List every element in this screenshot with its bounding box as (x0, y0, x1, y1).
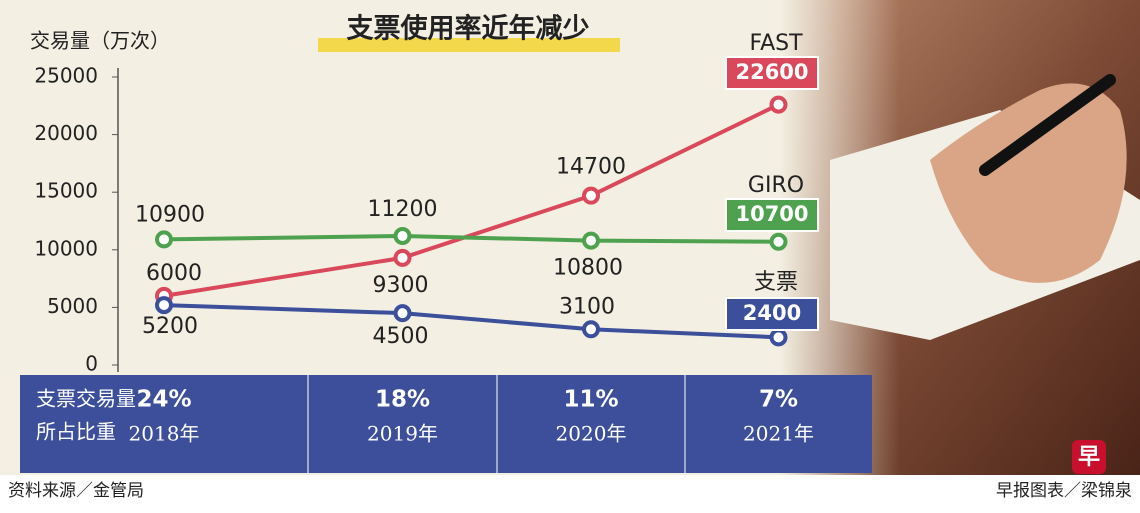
share-label: 所占比重 (36, 420, 116, 444)
y-tick-label: 5000 (47, 294, 98, 318)
point (393, 248, 412, 267)
share-value: 24% (136, 387, 191, 413)
data-label: 14700 (556, 155, 626, 180)
point (393, 304, 412, 323)
data-label: 2400 (743, 301, 801, 325)
credit: 早报图表／梁锦泉 (996, 481, 1132, 501)
data-label: 3100 (559, 294, 615, 319)
point (769, 328, 788, 347)
x-tick-label: 2019年 (367, 422, 438, 446)
series-line (163, 233, 779, 244)
series-line (163, 303, 779, 340)
point (393, 226, 412, 245)
legend-label: FAST (749, 31, 803, 56)
data-label: 22600 (735, 60, 808, 84)
source: 资料来源／金管局 (8, 481, 144, 501)
point (582, 231, 600, 250)
y-tick-label: 0 (85, 352, 98, 376)
point (769, 95, 788, 114)
data-label: 9300 (373, 273, 429, 298)
y-tick-label: 25000 (34, 64, 98, 88)
legend-label: 支票 (754, 270, 798, 295)
series-line (163, 102, 780, 298)
x-tick-label: 2021年 (743, 422, 814, 446)
y-tick-label: 15000 (34, 179, 98, 203)
logo-bg (1072, 440, 1106, 474)
chart-title: 支票使用率近年减少 (347, 13, 590, 45)
data-label: 5200 (142, 314, 198, 339)
pen (979, 74, 1116, 176)
share-value: 11% (563, 387, 618, 413)
point (769, 232, 788, 251)
y-tick-label: 10000 (34, 236, 98, 260)
share-table (20, 375, 872, 473)
data-label: 6000 (146, 261, 202, 286)
point (155, 230, 173, 249)
data-label: 10700 (735, 202, 808, 226)
value-box (725, 198, 819, 232)
data-label: 11200 (368, 197, 438, 222)
x-tick-label: 2020年 (556, 422, 627, 446)
data-label: 4500 (373, 324, 429, 349)
y-axis-label: 交易量（万次） (30, 29, 170, 53)
hand (930, 83, 1127, 283)
value-box (725, 297, 819, 331)
point (582, 320, 600, 339)
share-value: 18% (375, 387, 430, 413)
point (582, 186, 600, 205)
y-tick-label: 20000 (34, 121, 98, 145)
value-box (725, 56, 819, 90)
share-label: 支票交易量 (36, 387, 136, 411)
x-tick-label: 2018年 (129, 422, 200, 446)
logo: 早 (1078, 445, 1100, 470)
point (155, 296, 173, 315)
title-highlight (318, 38, 620, 52)
data-label: 10900 (135, 202, 205, 227)
data-label: 10800 (553, 256, 623, 281)
legend-label: GIRO (748, 173, 804, 198)
share-value: 7% (759, 387, 798, 413)
